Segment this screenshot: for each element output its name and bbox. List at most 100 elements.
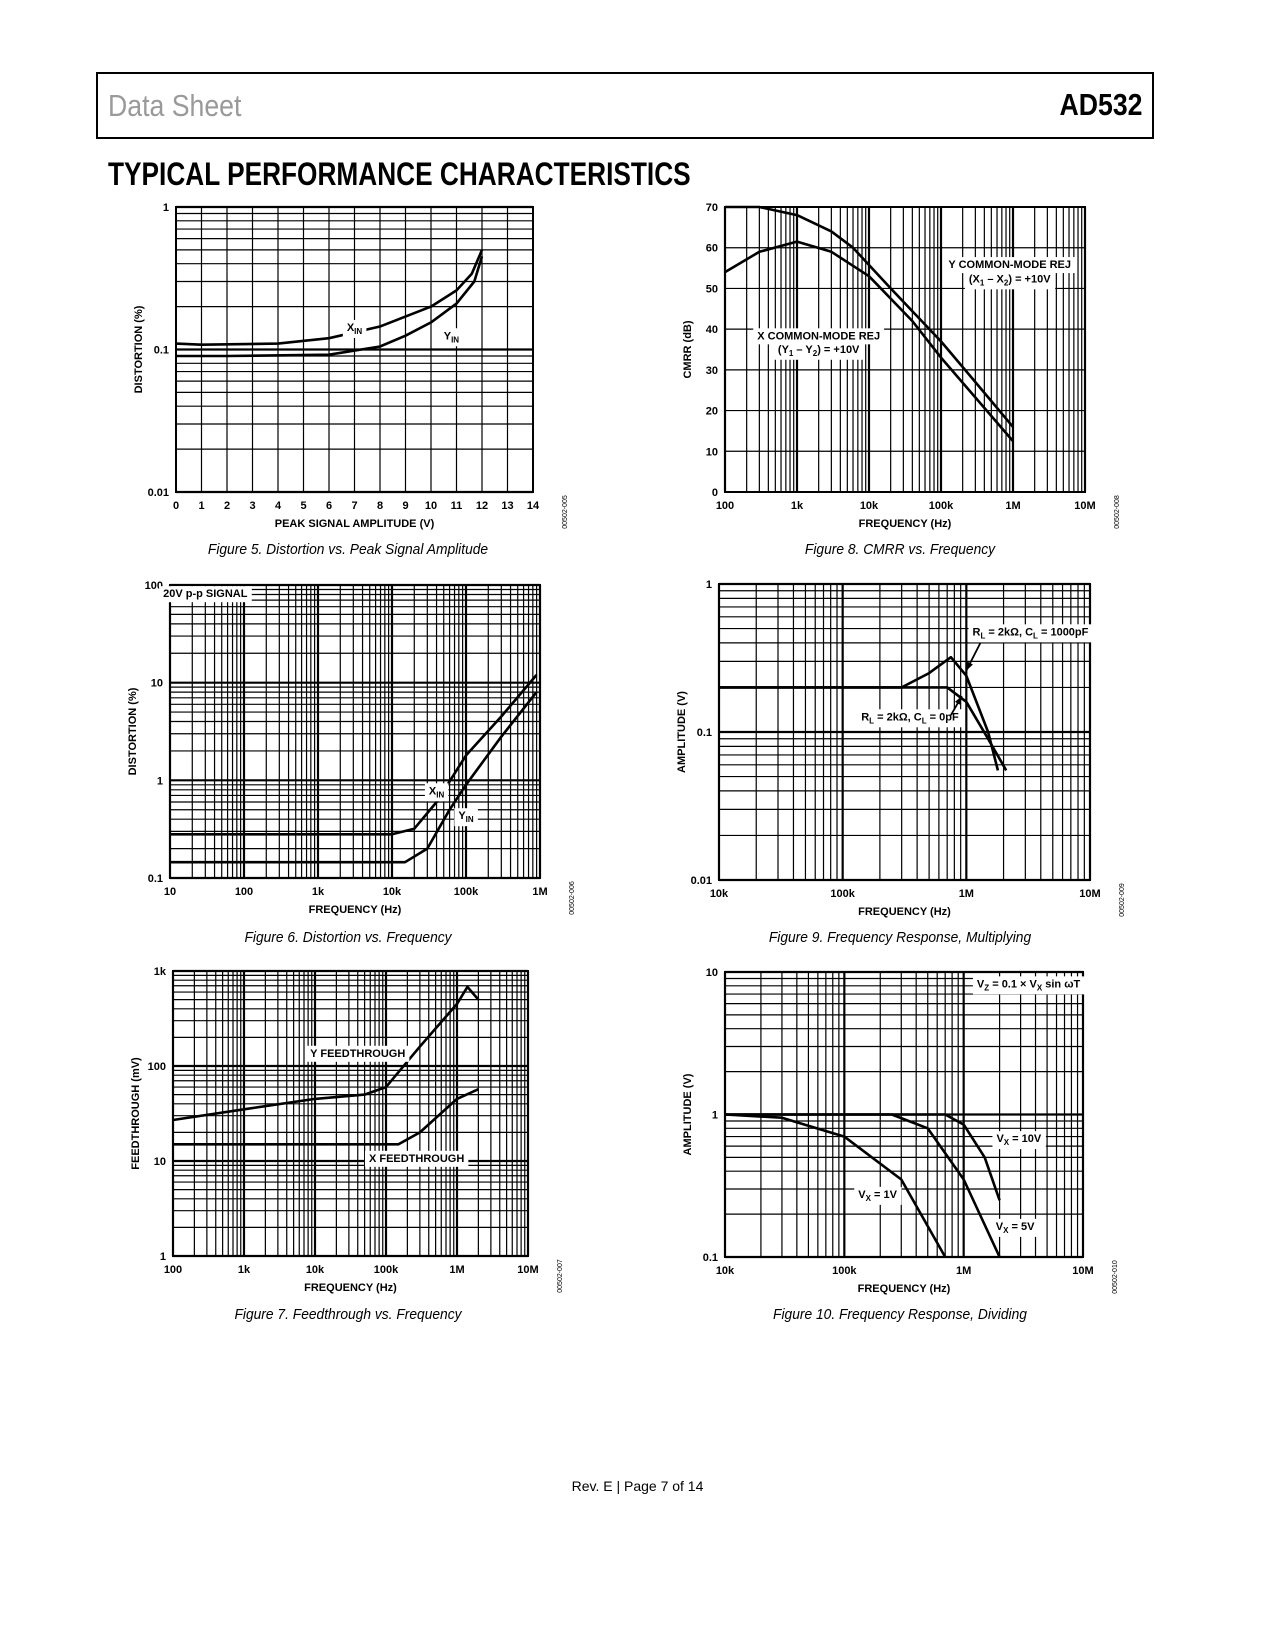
x-axis-label: FREQUENCY (Hz) — [859, 518, 952, 530]
y-tick-label: 50 — [706, 283, 718, 295]
annotation: VX = 5V — [991, 1218, 1040, 1237]
series-line — [173, 1088, 479, 1146]
annotation-text: X — [866, 1194, 872, 1203]
annotation-text: L — [869, 716, 874, 725]
figure-10-caption: Figure 10. Frequency Response, Dividing — [773, 1306, 1027, 1323]
y-tick-label: 1 — [157, 775, 163, 787]
figure-code: 00502-010 — [1112, 1260, 1119, 1294]
annotation-text: = 5V — [1008, 1221, 1035, 1233]
y-axis-label: AMPLITUDE (V) — [676, 691, 688, 773]
y-tick-label: 1 — [706, 579, 712, 591]
annotation-text: – Y — [793, 344, 813, 356]
annotation-background — [964, 271, 1056, 290]
x-tick-label: 10M — [1079, 888, 1100, 900]
annotation-text: Y — [458, 810, 466, 822]
annotation: Y COMMON-MODE REJ — [944, 257, 1076, 274]
annotation-text: (X — [969, 273, 981, 285]
arrowhead-icon — [954, 696, 962, 705]
x-tick-label: 9 — [402, 500, 408, 512]
section-title: TYPICAL PERFORMANCE CHARACTERISTICS — [108, 156, 691, 192]
grid — [168, 583, 542, 880]
header-part-number: AD532 — [1059, 87, 1142, 122]
annotation-text: Y — [444, 330, 452, 342]
fig7-chart: 100 1k 10k 100k 1M 10M 1 10 100 1k FREQUENCY (Hz) F… — [130, 966, 564, 1294]
annotation-text: – X — [984, 273, 1004, 285]
annotation-label: XIN — [429, 785, 445, 799]
annotation-label: YIN — [458, 810, 474, 824]
annotation-label: VZ = 0.1 × VX sin ωT — [977, 978, 1081, 992]
annotation-text: = 0.1 × V — [989, 978, 1037, 990]
annotation-background — [159, 586, 252, 603]
grid — [171, 969, 530, 1258]
annotation-text: X COMMON-MODE REJ — [757, 330, 880, 342]
annotation: 20V p-p SIGNAL — [159, 586, 252, 603]
annotation: (Y1 – Y2) = +10V — [773, 341, 865, 360]
annotation: RL = 2kΩ, CL = 1000pF — [965, 624, 1093, 671]
annotation-text: R — [973, 626, 981, 638]
annotation: RL = 2kΩ, CL = 0pF — [857, 695, 963, 728]
x-axis-label: FREQUENCY (Hz) — [858, 906, 951, 918]
series-line — [176, 256, 484, 358]
x-tick-label: 100k — [830, 888, 855, 900]
x-tick-label: 1M — [532, 886, 547, 898]
annotation-background — [454, 808, 478, 827]
x-tick-label: 100 — [164, 1264, 182, 1276]
x-tick-label: 1k — [791, 500, 804, 512]
annotation-text: L — [922, 716, 927, 725]
figure-6-caption: Figure 6. Distortion vs. Frequency — [244, 929, 452, 946]
figure-code: 00502-005 — [562, 495, 569, 529]
annotation-background — [968, 624, 1093, 643]
annotation-label: RL = 2kΩ, CL = 0pF — [861, 711, 959, 725]
plot-frame — [172, 970, 529, 1257]
annotation-text: 20V p-p SIGNAL — [163, 588, 248, 600]
annotation: VX = 10V — [992, 1131, 1046, 1150]
annotation: X FEEDTHROUGH — [364, 1150, 469, 1167]
annotation-text: = 2kΩ, C — [985, 626, 1033, 638]
figure-code: 00502-008 — [1114, 495, 1121, 529]
fig10-chart: 10k 100k 1M 10M 0.1 1 10 FREQUENCY (Hz) AMPLITUD… — [682, 967, 1119, 1295]
annotation-text: ) = +10V — [1008, 273, 1051, 285]
annotation-background — [991, 1218, 1040, 1237]
annotation-text: IN — [466, 815, 474, 824]
annotation: YIN — [439, 328, 464, 347]
figure-7-caption: Figure 7. Feedthrough vs. Frequency — [234, 1306, 462, 1323]
y-axis-label: AMPLITUDE (V) — [682, 1073, 694, 1155]
x-tick-label: 10k — [710, 888, 729, 900]
figure-9-caption: Figure 9. Frequency Response, Multiplyin… — [768, 929, 1032, 946]
annotation-label: VX = 10V — [996, 1133, 1041, 1147]
x-tick-label: 10k — [306, 1264, 325, 1276]
series-line — [170, 674, 538, 836]
annotation-text: X — [1004, 1138, 1010, 1147]
annotation-label: 20V p-p SIGNAL — [163, 588, 248, 600]
x-tick-label: 100 — [716, 500, 734, 512]
figure-code: 00502-009 — [1119, 883, 1126, 917]
x-tick-label: 1M — [956, 1265, 971, 1277]
y-tick-label: 10 — [706, 967, 718, 979]
annotation: XIN — [424, 783, 449, 802]
series-line — [724, 240, 1014, 442]
series-line — [172, 985, 480, 1122]
x-tick-label: 10 — [425, 500, 437, 512]
annotation: (X1 – X2) = +10V — [964, 271, 1056, 290]
annotation-text: (Y — [778, 344, 790, 356]
series-line — [170, 691, 538, 864]
annotation-label: X FEEDTHROUGH — [369, 1153, 464, 1165]
annotation-text: = 1000pF — [1038, 626, 1089, 638]
annotation: XIN — [342, 319, 367, 338]
annotation-text: V — [996, 1221, 1004, 1233]
x-tick-label: 11 — [451, 500, 463, 512]
annotation-label: (X1 – X2) = +10V — [969, 273, 1051, 287]
annotation-background — [992, 1131, 1046, 1150]
y-tick-label: 0.1 — [148, 873, 163, 885]
fig8-chart: 100 1k 10k 100k 1M 10M 0 10 20 30 40 50 60 70 FREQUENC… — [682, 202, 1121, 530]
x-tick-label: 6 — [326, 500, 332, 512]
x-tick-label: 1 — [198, 500, 204, 512]
annotation-background — [753, 328, 885, 345]
x-tick-label: 10k — [716, 1265, 735, 1277]
annotation-label: X COMMON-MODE REJ — [757, 330, 880, 342]
annotation-text: = 0pF — [927, 711, 959, 723]
y-tick-label: 30 — [706, 365, 718, 377]
annotation-text: = 2kΩ, C — [874, 711, 922, 723]
